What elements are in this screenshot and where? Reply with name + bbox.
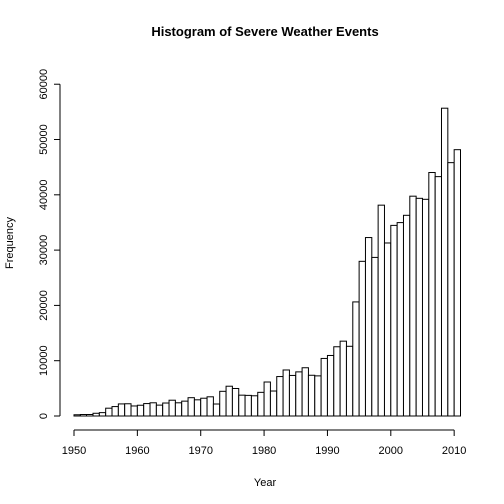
histogram-bar-2003	[409, 195, 417, 417]
histogram-bar-1979	[257, 391, 265, 417]
y-tick-label-0: 0	[38, 413, 50, 419]
histogram-bar-1995	[358, 260, 366, 417]
y-tick-label-20000: 20000	[38, 290, 50, 321]
histogram-bar-1992	[339, 340, 347, 417]
histogram-bar-1975	[231, 387, 240, 417]
histogram-bar-1956	[111, 406, 119, 417]
histogram-bar-1976	[238, 394, 246, 417]
histogram-bar-1960	[136, 404, 145, 417]
histogram-bar-1999	[383, 242, 392, 417]
x-tick-label-1990: 1990	[315, 445, 339, 457]
histogram-bar-1952	[86, 414, 94, 417]
histogram-bar-1962	[149, 402, 157, 417]
x-tick-label-2000: 2000	[379, 445, 403, 457]
y-axis-label: Frequency	[4, 217, 16, 269]
histogram-bar-2007	[434, 176, 443, 417]
histogram-bar-1988	[314, 375, 322, 417]
histogram-bar-1986	[301, 367, 309, 417]
histogram-bar-2010	[453, 149, 462, 417]
bars-group	[73, 107, 462, 417]
histogram-bar-1990	[326, 354, 335, 417]
y-tick-label-10000: 10000	[38, 345, 50, 376]
histogram-bar-1997	[371, 256, 379, 417]
histogram-bar-1983	[282, 369, 290, 417]
histogram-bar-2002	[402, 214, 411, 417]
histogram-bar-1991	[333, 346, 341, 417]
histogram-bar-2001	[396, 222, 404, 417]
histogram-bar-1984	[288, 374, 297, 417]
x-tick-label-1970: 1970	[188, 445, 212, 457]
histogram-bar-1954	[98, 412, 107, 417]
histogram-bar-1963	[155, 404, 164, 417]
y-tick-label-40000: 40000	[38, 180, 50, 211]
histogram-bar-1968	[187, 397, 195, 417]
x-axis-label: Year	[254, 477, 277, 489]
histogram-bar-1972	[212, 403, 221, 417]
histogram-bar-2006	[428, 172, 436, 417]
histogram-bar-1974	[225, 385, 233, 417]
histogram-bar-1966	[174, 402, 183, 417]
histogram-bar-1971	[206, 396, 214, 417]
chart-title: Histogram of Severe Weather Events	[151, 24, 378, 39]
histogram-bar-1977	[244, 394, 252, 417]
histogram-bar-1970	[200, 397, 208, 417]
histogram-bar-1982	[276, 376, 284, 417]
histogram-bar-1965	[168, 399, 176, 417]
histogram-bar-1981	[269, 390, 278, 417]
histogram-bar-1959	[130, 405, 138, 417]
histogram-bar-1994	[352, 301, 360, 417]
histogram-bar-1955	[105, 407, 113, 417]
y-tick-label-30000: 30000	[38, 235, 50, 266]
histogram-bar-1978	[250, 395, 259, 417]
x-tick-label-2010: 2010	[442, 445, 466, 457]
x-axis: 1950 1960 1970 1980 1990 2000 2010	[62, 429, 466, 457]
histogram-bar-2009	[447, 162, 455, 417]
histogram-bar-1951	[79, 414, 88, 417]
histogram-bar-1957	[117, 403, 126, 417]
histogram-bar-1961	[143, 403, 151, 417]
x-tick-label-1980: 1980	[252, 445, 276, 457]
x-tick-label-1960: 1960	[125, 445, 149, 457]
y-tick-label-50000: 50000	[38, 124, 50, 155]
histogram-bar-1967	[181, 400, 189, 417]
histogram-bar-1998	[377, 204, 385, 417]
histogram-bar-2000	[390, 224, 398, 417]
histogram-bar-1973	[219, 390, 227, 417]
y-tick-label-60000: 60000	[38, 69, 50, 100]
histogram-bar-1985	[295, 371, 303, 417]
y-axis: 0 10000 20000 30000 40000 50000 60000	[38, 69, 61, 419]
x-tick-label-1950: 1950	[62, 445, 86, 457]
histogram-bar-2004	[415, 197, 423, 417]
histogram-bar-2005	[421, 198, 430, 417]
histogram-bar-1950	[73, 414, 81, 417]
histogram-bar-1964	[162, 402, 170, 417]
histogram-bar-1993	[345, 345, 354, 417]
histogram-bar-1958	[124, 403, 132, 417]
histogram-bar-1980	[263, 381, 271, 417]
histogram-bar-2008	[440, 107, 449, 417]
histogram-bar-1969	[193, 399, 202, 417]
histogram-bar-1987	[307, 374, 316, 417]
histogram-bar-1996	[364, 237, 373, 417]
histogram-bar-1989	[320, 357, 328, 417]
histogram-bar-1953	[92, 412, 100, 417]
